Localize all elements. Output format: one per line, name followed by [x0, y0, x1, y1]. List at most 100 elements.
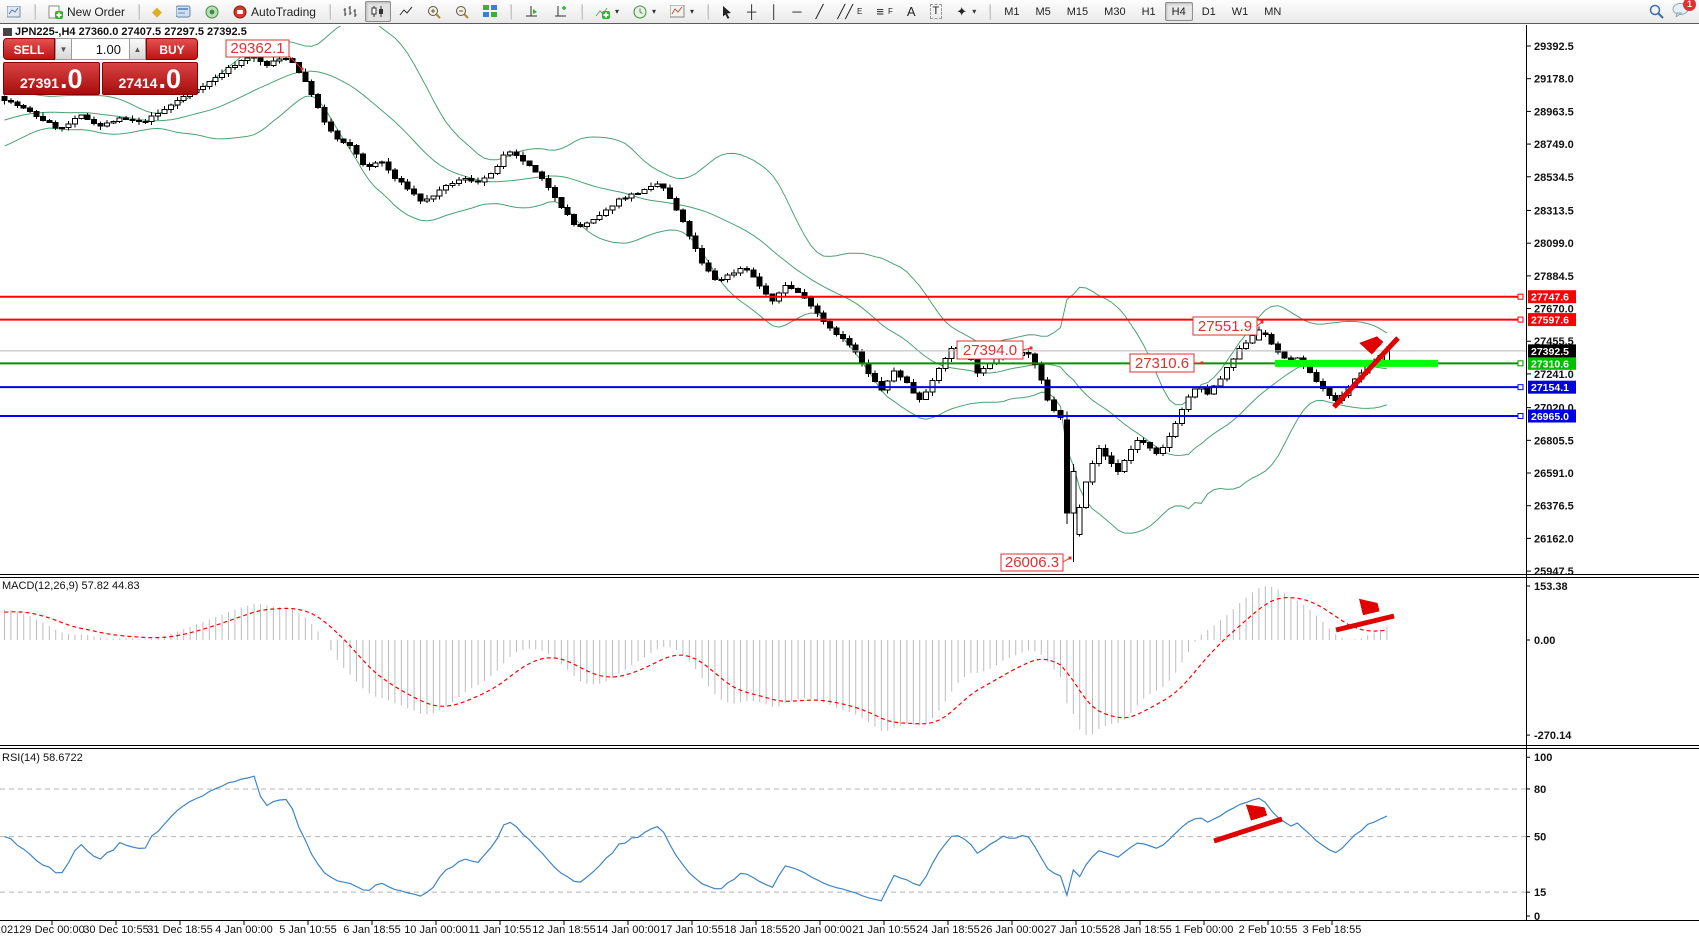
svg-text:5 Jan 10:55: 5 Jan 10:55 — [279, 924, 337, 936]
svg-text:27394.0: 27394.0 — [963, 342, 1017, 359]
trend-arrow-main[interactable] — [1332, 338, 1400, 409]
auto-scroll-button[interactable] — [518, 1, 545, 22]
hline-27597.6[interactable] — [0, 316, 1524, 323]
text-label-tool-button[interactable]: T — [924, 1, 949, 22]
volume-decrease-button[interactable]: ▼ — [55, 38, 72, 60]
toolbar-grip — [137, 3, 141, 20]
hline-27310.6[interactable] — [0, 360, 1524, 367]
trendline-icon: ╱ — [815, 4, 824, 19]
sell-price-frac: .0 — [59, 64, 83, 94]
timeframe-button-H4[interactable]: H4 — [1164, 2, 1193, 21]
svg-text:26591.0: 26591.0 — [1534, 468, 1574, 480]
buy-button[interactable]: BUY — [146, 38, 198, 60]
autotrading-button[interactable]: AutoTrading — [227, 1, 322, 22]
trendline-tool-button[interactable]: ╱ — [810, 1, 830, 22]
one-click-trading-panel: SELL ▼ 1.00 ▲ BUY 27391 .0 27414 .0 — [3, 38, 198, 95]
candlestick-mode-button[interactable] — [364, 1, 391, 22]
timeframe-button-W1[interactable]: W1 — [1225, 2, 1256, 21]
cursor-tool-button[interactable] — [715, 1, 739, 22]
text-tool-button[interactable]: A — [901, 1, 922, 22]
fibonacci-icon: ≡ — [876, 4, 884, 19]
svg-text:31 Dec 18:55: 31 Dec 18:55 — [147, 924, 212, 936]
timeframe-button-M1[interactable]: M1 — [997, 2, 1026, 21]
svg-text:100: 100 — [1534, 752, 1552, 764]
hline-27747.6[interactable] — [0, 293, 1524, 300]
horizontal-line-tool-button[interactable]: ─ — [786, 1, 807, 22]
notifications-button[interactable]: 1 — [1672, 0, 1696, 22]
sell-price-display[interactable]: 27391 .0 — [3, 62, 100, 95]
horizontal-line-icon: ─ — [792, 4, 802, 19]
new-order-button[interactable]: New Order — [42, 1, 131, 22]
indicators-menu-button[interactable]: ▾ — [589, 1, 625, 22]
trend-arrow-rsi[interactable] — [1213, 819, 1283, 844]
bar-chart-icon — [343, 6, 357, 17]
timeframe-buttons: M1 M5 M15 M30 H1 H4 D1 W1 MN — [996, 2, 1289, 21]
hline-26965.0[interactable] — [0, 413, 1524, 420]
periods-menu-button[interactable]: ▾ — [627, 1, 662, 22]
tile-windows-button[interactable] — [477, 1, 503, 22]
svg-text:21 Jan 10:55: 21 Jan 10:55 — [852, 924, 916, 936]
candlestick-icon — [371, 6, 383, 17]
bollinger-bands — [4, 26, 1388, 534]
symbol-chart-icon — [3, 28, 12, 36]
window-icon[interactable] — [1, 1, 27, 22]
line-chart-mode-button[interactable] — [393, 1, 419, 22]
text-icon: A — [906, 4, 916, 19]
fibonacci-f-label: F — [887, 7, 893, 16]
svg-text:27 Jan 10:55: 27 Jan 10:55 — [1044, 924, 1108, 936]
sound-button[interactable] — [199, 1, 225, 22]
channel-tool-button[interactable]: ╱╱ E — [831, 1, 868, 22]
templates-menu-button[interactable]: ▾ — [664, 1, 700, 22]
clock-icon — [633, 5, 647, 18]
styles-button[interactable]: ◆ — [146, 1, 168, 22]
svg-text:80: 80 — [1534, 784, 1546, 796]
svg-text:27884.5: 27884.5 — [1534, 271, 1574, 283]
price-annotation-29362.1[interactable]: 29362.1 — [225, 39, 304, 71]
timeframe-button-D1[interactable]: D1 — [1195, 2, 1223, 21]
svg-text:50: 50 — [1534, 832, 1546, 844]
chart-window-icon — [7, 5, 21, 17]
timeframe-button-M5[interactable]: M5 — [1028, 2, 1057, 21]
notification-badge: 1 — [1683, 0, 1696, 11]
chart-shift-button[interactable] — [547, 1, 574, 22]
channel-e-label: E — [857, 7, 863, 16]
price-annotation-27394.0[interactable]: 27394.0 — [956, 340, 1033, 360]
crosshair-tool-button[interactable]: ┼ — [741, 1, 762, 22]
sell-price-main: 27391 — [20, 75, 59, 91]
hline-27154.1[interactable] — [0, 384, 1524, 391]
price-annotation-27310.6[interactable]: 27310.6 — [1129, 353, 1204, 373]
svg-text:14 Jan 00:00: 14 Jan 00:00 — [596, 924, 660, 936]
timeframe-button-M15[interactable]: M15 — [1060, 2, 1095, 21]
trend-arrow-macd[interactable] — [1335, 616, 1395, 633]
timeframe-button-MN[interactable]: MN — [1257, 2, 1288, 21]
zoom-out-icon — [455, 5, 469, 19]
zoom-out-button[interactable] — [449, 1, 475, 22]
fibonacci-tool-button[interactable]: ≡ F — [870, 1, 898, 22]
styles-icon: ◆ — [152, 4, 163, 19]
timeframe-button-M30[interactable]: M30 — [1097, 2, 1132, 21]
price-badge-27392.5: 27392.5 — [1528, 344, 1576, 358]
volume-input[interactable]: 1.00 — [72, 38, 129, 60]
svg-text:0: 0 — [1534, 911, 1540, 923]
price-annotation-27551.9[interactable]: 27551.9 — [1192, 316, 1264, 336]
timeframe-button-H1[interactable]: H1 — [1135, 2, 1163, 21]
dropdown-caret-icon: ▾ — [651, 7, 656, 16]
terminal-button[interactable] — [170, 1, 197, 22]
price-annotation-26006.3[interactable]: 26006.3 — [1000, 553, 1072, 572]
tile-windows-icon — [482, 5, 497, 17]
volume-increase-button[interactable]: ▲ — [129, 38, 146, 60]
svg-text:27392.5: 27392.5 — [1531, 346, 1569, 358]
crosshair-icon: ┼ — [747, 4, 757, 19]
vertical-line-tool-button[interactable]: │ — [764, 1, 784, 22]
sell-button[interactable]: SELL — [3, 38, 55, 60]
bar-chart-mode-button[interactable] — [337, 1, 363, 22]
search-icon[interactable] — [1649, 4, 1664, 19]
svg-text:24 Jan 18:55: 24 Jan 18:55 — [916, 924, 980, 936]
buy-price-display[interactable]: 27414 .0 — [101, 62, 198, 95]
zoom-in-button[interactable] — [421, 1, 447, 22]
new-order-icon — [48, 5, 63, 19]
arrows-tool-button[interactable]: ✦ ▾ — [950, 1, 982, 22]
auto-scroll-icon — [525, 6, 537, 17]
